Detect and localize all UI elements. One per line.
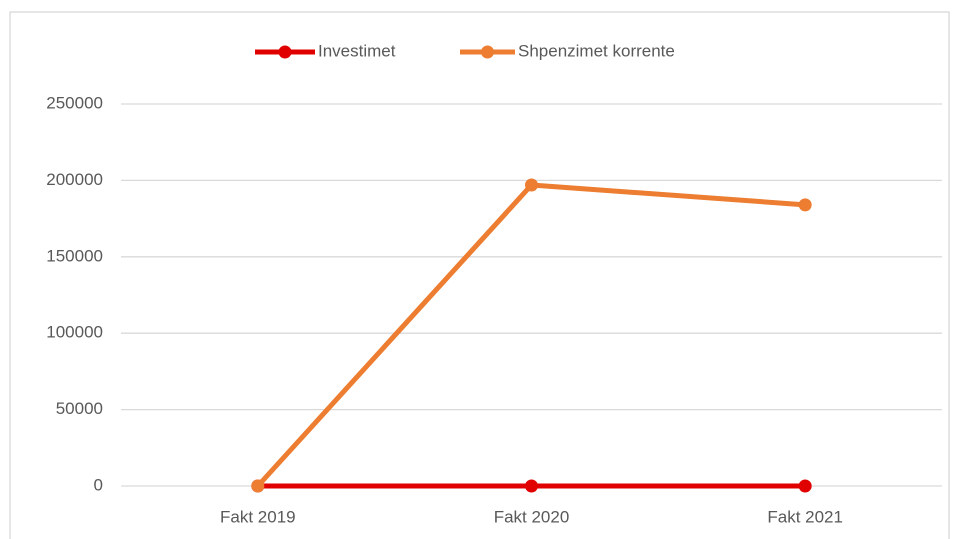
series-marker: [251, 479, 265, 493]
legend-label: Shpenzimet korrente: [518, 41, 675, 60]
x-tick-label: Fakt 2021: [767, 507, 843, 526]
y-tick-label: 200000: [46, 170, 103, 189]
legend-label: Investimet: [318, 41, 396, 60]
legend-marker: [278, 45, 292, 59]
y-tick-label: 250000: [46, 93, 103, 112]
series-line: [255, 182, 806, 488]
y-tick-label: 50000: [56, 399, 103, 418]
series-marker: [525, 178, 538, 192]
x-tick-label: Fakt 2019: [220, 507, 296, 526]
x-tick-label: Fakt 2020: [494, 507, 570, 526]
chart-border: [9, 11, 950, 539]
y-tick-label: 0: [94, 475, 103, 494]
series-marker: [798, 198, 812, 212]
y-tick-label: 100000: [46, 323, 103, 342]
legend-marker: [481, 45, 494, 59]
series-marker: [525, 479, 538, 493]
series-marker: [798, 479, 812, 493]
y-tick-label: 150000: [46, 246, 103, 265]
